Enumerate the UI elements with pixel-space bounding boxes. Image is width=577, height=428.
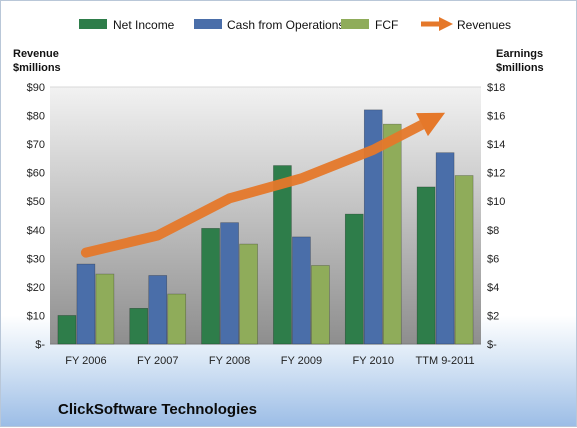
bar-net-income-ttm-9-2011 bbox=[416, 186, 436, 345]
bar-cash-from-operations-fy-2007 bbox=[148, 275, 168, 345]
x-tick-label: TTM 9-2011 bbox=[416, 355, 475, 367]
bar-cash-from-operations-ttm-9-2011 bbox=[435, 152, 455, 345]
x-tick-label: FY 2008 bbox=[209, 355, 250, 367]
legend-label-cash-from-operations: Cash from Operations bbox=[227, 18, 344, 32]
right-tick-label: $- bbox=[487, 339, 497, 351]
left-tick-label: $20 bbox=[27, 282, 45, 294]
bar-cash-from-operations-fy-2008 bbox=[220, 222, 239, 345]
revenue-line bbox=[80, 119, 427, 258]
x-tick-label: FY 2010 bbox=[353, 355, 394, 367]
right-axis-title-line2: $millions bbox=[496, 62, 544, 74]
legend-label-revenues: Revenues bbox=[457, 18, 511, 32]
x-tick-label: FY 2009 bbox=[281, 355, 322, 367]
right-axis-ticks: $- $2 $4 $6 $8 $10 $12 $14 $16 $18 bbox=[487, 82, 505, 351]
right-axis-title-line1: Earnings bbox=[496, 48, 543, 60]
right-tick-label: $8 bbox=[487, 225, 499, 237]
company-name: ClickSoftware Technologies bbox=[58, 401, 257, 418]
right-tick-label: $4 bbox=[487, 282, 499, 294]
legend-swatch-fcf bbox=[341, 19, 369, 29]
left-tick-label: $80 bbox=[27, 111, 45, 123]
bar-net-income-fy-2006 bbox=[57, 315, 77, 345]
legend-label-fcf: FCF bbox=[375, 18, 398, 32]
bar-net-income-fy-2009 bbox=[273, 165, 292, 345]
legend-swatch-net-income bbox=[79, 19, 107, 29]
right-tick-label: $14 bbox=[487, 139, 505, 151]
bar-cash-from-operations-fy-2009 bbox=[292, 236, 311, 345]
revenue-arrowhead bbox=[416, 112, 446, 137]
right-tick-label: $16 bbox=[487, 111, 505, 123]
left-axis-title-line1: Revenue bbox=[13, 48, 59, 60]
bar-fcf-ttm-9-2011 bbox=[454, 175, 474, 345]
bar-cash-from-operations-fy-2010 bbox=[363, 109, 383, 345]
left-tick-label: $50 bbox=[27, 196, 45, 208]
x-tick-label: FY 2006 bbox=[65, 355, 106, 367]
legend-swatch-revenues bbox=[421, 17, 453, 31]
right-tick-label: $12 bbox=[487, 168, 505, 180]
left-tick-label: $70 bbox=[27, 139, 45, 151]
right-tick-label: $2 bbox=[487, 310, 499, 322]
legend: Net Income Cash from Operations FCF Reve… bbox=[79, 17, 511, 32]
left-tick-label: $90 bbox=[27, 82, 45, 94]
bar-fcf-fy-2010 bbox=[382, 123, 402, 345]
left-tick-label: $30 bbox=[27, 253, 45, 265]
bar-fcf-fy-2009 bbox=[311, 265, 330, 345]
left-tick-label: $60 bbox=[27, 168, 45, 180]
bar-fcf-fy-2006 bbox=[95, 273, 115, 345]
left-tick-label: $40 bbox=[27, 225, 45, 237]
revenue-line-group bbox=[80, 112, 446, 258]
legend-swatch-cash-from-operations bbox=[194, 19, 222, 29]
left-axis-title-line2: $millions bbox=[13, 62, 61, 74]
right-tick-label: $6 bbox=[487, 253, 499, 265]
x-tick-label: FY 2007 bbox=[137, 355, 178, 367]
left-axis-ticks: $- $10 $20 $30 $40 $50 $60 $70 $80 $90 bbox=[27, 82, 46, 351]
bar-fcf-fy-2008 bbox=[239, 243, 258, 345]
bar-net-income-fy-2008 bbox=[201, 228, 220, 345]
bar-net-income-fy-2010 bbox=[344, 213, 364, 345]
bars-group bbox=[57, 109, 474, 345]
right-tick-label: $18 bbox=[487, 82, 505, 94]
left-tick-label: $10 bbox=[27, 310, 45, 322]
x-axis-labels: FY 2006 FY 2007 FY 2008 FY 2009 FY 2010 TTM 9… bbox=[65, 355, 474, 367]
right-tick-label: $10 bbox=[487, 196, 505, 208]
legend-label-net-income: Net Income bbox=[113, 18, 175, 32]
bar-net-income-fy-2007 bbox=[129, 308, 149, 345]
bar-cash-from-operations-fy-2006 bbox=[76, 263, 96, 345]
left-tick-label: $- bbox=[35, 339, 45, 351]
bar-fcf-fy-2007 bbox=[167, 293, 187, 345]
